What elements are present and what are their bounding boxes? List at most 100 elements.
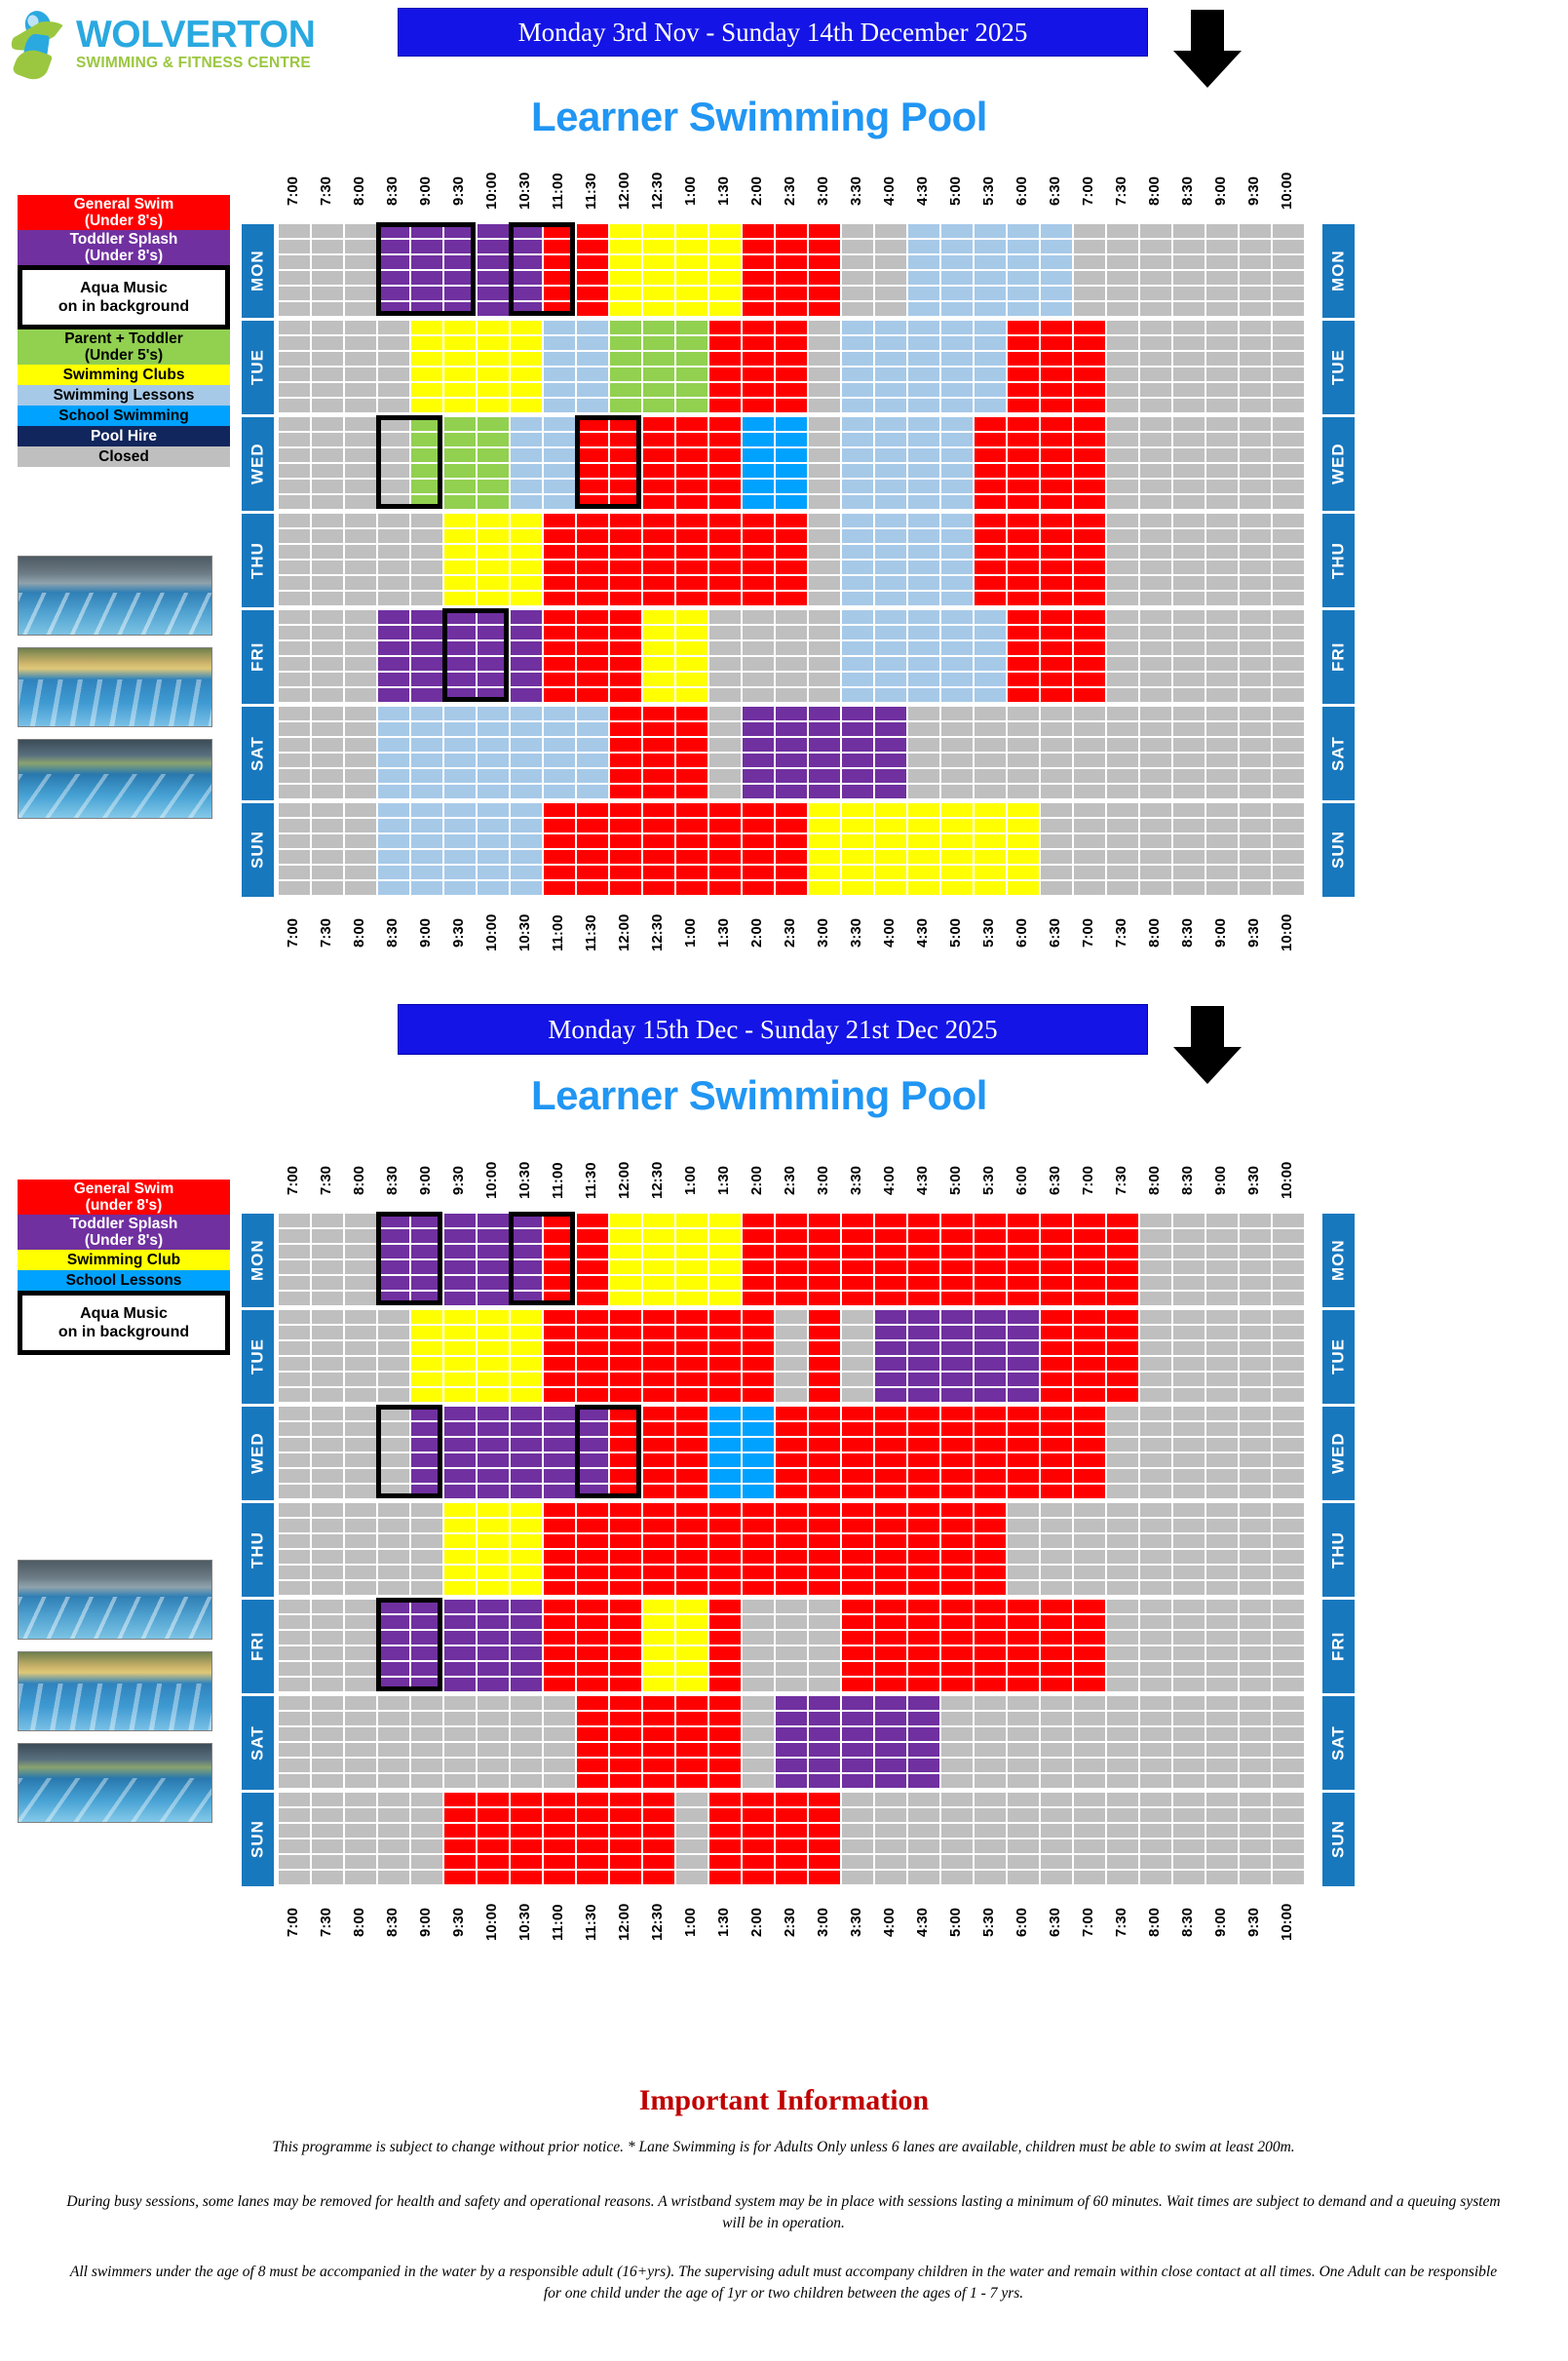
schedule-cell[interactable] (1041, 1373, 1074, 1386)
schedule-cell[interactable] (1240, 302, 1273, 316)
schedule-cell[interactable] (478, 657, 511, 671)
schedule-cell[interactable] (1008, 1774, 1041, 1788)
schedule-cell[interactable] (478, 1357, 511, 1371)
schedule-cell[interactable] (975, 1310, 1008, 1324)
schedule-cell[interactable] (776, 1326, 809, 1339)
schedule-cell[interactable] (1041, 803, 1074, 817)
schedule-cell[interactable] (411, 1341, 444, 1355)
schedule-cell[interactable] (279, 1793, 312, 1806)
schedule-cell[interactable] (1206, 738, 1240, 752)
schedule-cell[interactable] (643, 1310, 676, 1324)
schedule-cell[interactable] (1240, 1503, 1273, 1517)
schedule-cell[interactable] (1041, 1581, 1074, 1595)
schedule-cell[interactable] (1273, 707, 1306, 720)
schedule-cell[interactable] (1140, 834, 1173, 848)
schedule-cell[interactable] (378, 688, 411, 702)
schedule-cell[interactable] (809, 1438, 842, 1451)
schedule-cell[interactable] (643, 1793, 676, 1806)
schedule-cell[interactable] (1008, 785, 1041, 798)
schedule-cell[interactable] (709, 495, 743, 509)
schedule-cell[interactable] (511, 1727, 544, 1741)
schedule-cell[interactable] (444, 688, 478, 702)
schedule-cell[interactable] (842, 610, 875, 624)
schedule-cell[interactable] (875, 1615, 908, 1629)
schedule-cell[interactable] (1273, 1696, 1306, 1710)
schedule-cell[interactable] (345, 1759, 378, 1772)
schedule-cell[interactable] (975, 1229, 1008, 1243)
schedule-cell[interactable] (1140, 1373, 1173, 1386)
schedule-cell[interactable] (1173, 673, 1206, 686)
schedule-cell[interactable] (776, 1503, 809, 1517)
schedule-cell[interactable] (411, 1631, 444, 1645)
schedule-cell[interactable] (875, 514, 908, 527)
schedule-cell[interactable] (1008, 1534, 1041, 1548)
schedule-cell[interactable] (842, 641, 875, 655)
schedule-cell[interactable] (941, 1407, 975, 1420)
schedule-cell[interactable] (743, 336, 776, 350)
schedule-cell[interactable] (345, 545, 378, 559)
schedule-cell[interactable] (345, 610, 378, 624)
schedule-cell[interactable] (544, 803, 577, 817)
schedule-cell[interactable] (312, 1631, 345, 1645)
schedule-cell[interactable] (908, 383, 941, 397)
schedule-cell[interactable] (444, 881, 478, 895)
schedule-cell[interactable] (1206, 1534, 1240, 1548)
schedule-cell[interactable] (743, 1260, 776, 1274)
schedule-cell[interactable] (875, 1759, 908, 1772)
schedule-cell[interactable] (1041, 1326, 1074, 1339)
schedule-cell[interactable] (709, 1646, 743, 1660)
schedule-cell[interactable] (941, 834, 975, 848)
schedule-cell[interactable] (378, 592, 411, 605)
schedule-cell[interactable] (709, 866, 743, 879)
schedule-cell[interactable] (1173, 1310, 1206, 1324)
schedule-cell[interactable] (378, 1519, 411, 1532)
schedule-cell[interactable] (709, 850, 743, 864)
schedule-cell[interactable] (842, 1407, 875, 1420)
schedule-cell[interactable] (345, 1245, 378, 1258)
schedule-cell[interactable] (1140, 1422, 1173, 1436)
schedule-cell[interactable] (312, 1534, 345, 1548)
schedule-cell[interactable] (743, 383, 776, 397)
schedule-cell[interactable] (1240, 592, 1273, 605)
schedule-cell[interactable] (345, 1696, 378, 1710)
schedule-cell[interactable] (941, 610, 975, 624)
schedule-cell[interactable] (643, 673, 676, 686)
schedule-cell[interactable] (776, 785, 809, 798)
schedule-cell[interactable] (676, 1260, 709, 1274)
schedule-cell[interactable] (1140, 1566, 1173, 1579)
schedule-cell[interactable] (975, 302, 1008, 316)
schedule-cell[interactable] (511, 545, 544, 559)
schedule-cell[interactable] (279, 1373, 312, 1386)
schedule-cell[interactable] (511, 1519, 544, 1532)
schedule-cell[interactable] (312, 224, 345, 238)
schedule-cell[interactable] (544, 1808, 577, 1822)
schedule-cell[interactable] (676, 1774, 709, 1788)
schedule-cell[interactable] (1173, 610, 1206, 624)
schedule-cell[interactable] (478, 271, 511, 285)
schedule-cell[interactable] (941, 1793, 975, 1806)
schedule-cell[interactable] (1008, 722, 1041, 736)
schedule-cell[interactable] (743, 1743, 776, 1757)
schedule-cell[interactable] (1240, 657, 1273, 671)
schedule-cell[interactable] (1240, 1712, 1273, 1725)
schedule-cell[interactable] (411, 1326, 444, 1339)
schedule-cell[interactable] (444, 1759, 478, 1772)
schedule-cell[interactable] (1206, 1646, 1240, 1660)
schedule-cell[interactable] (1074, 1696, 1107, 1710)
schedule-cell[interactable] (875, 1341, 908, 1355)
schedule-cell[interactable] (1273, 1453, 1306, 1467)
schedule-cell[interactable] (279, 1519, 312, 1532)
schedule-cell[interactable] (975, 1534, 1008, 1548)
schedule-cell[interactable] (1173, 1871, 1206, 1884)
schedule-cell[interactable] (709, 626, 743, 639)
schedule-cell[interactable] (1107, 1245, 1140, 1258)
schedule-cell[interactable] (610, 495, 643, 509)
schedule-cell[interactable] (345, 1485, 378, 1498)
schedule-cell[interactable] (941, 224, 975, 238)
schedule-cell[interactable] (809, 1615, 842, 1629)
schedule-cell[interactable] (444, 224, 478, 238)
schedule-cell[interactable] (544, 1646, 577, 1660)
schedule-cell[interactable] (1041, 1292, 1074, 1305)
schedule-cell[interactable] (676, 1871, 709, 1884)
schedule-cell[interactable] (1240, 1793, 1273, 1806)
